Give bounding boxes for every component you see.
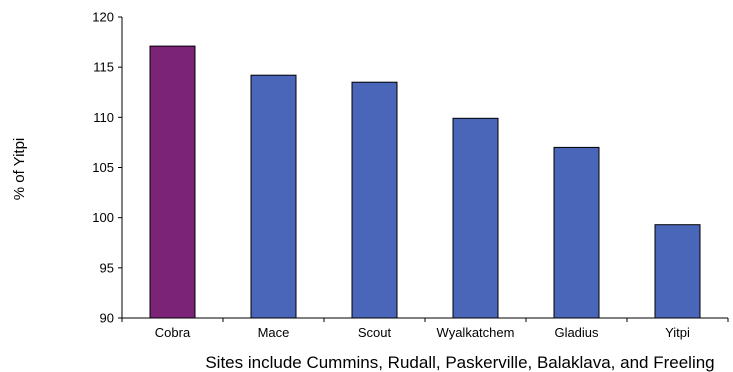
x-tick-label: Cobra xyxy=(155,325,191,340)
bar-wyalkatchem xyxy=(452,117,499,319)
x-axis-label: Sites include Cummins, Rudall, Paskervil… xyxy=(205,353,714,372)
y-tick-label: 120 xyxy=(92,10,114,25)
bar-gladius xyxy=(553,146,600,319)
y-tick-label: 105 xyxy=(92,160,114,175)
y-tick-label: 90 xyxy=(100,311,114,326)
bar-cobra xyxy=(149,45,196,319)
y-tick-label: 95 xyxy=(100,260,114,275)
x-tick-label: Yitpi xyxy=(665,325,690,340)
bar-mace xyxy=(250,74,297,319)
y-tick-label: 110 xyxy=(93,110,114,125)
y-tick-label: 100 xyxy=(92,210,114,225)
y-ticks-group: 90 95 100 105 110 115 120 xyxy=(92,10,122,326)
bars-group xyxy=(149,45,701,319)
x-tick-label: Mace xyxy=(258,325,290,340)
bar-yitpi xyxy=(654,224,701,319)
x-tick-label: Scout xyxy=(358,325,392,340)
x-tick-label: Wyalkatchem xyxy=(437,325,515,340)
axes-group xyxy=(121,17,728,319)
x-tick-label: Gladius xyxy=(554,325,599,340)
y-axis-label: % of Yitpi xyxy=(11,138,28,201)
bar-scout xyxy=(351,81,398,319)
x-ticks-group: Cobra Mace Scout Wyalkatchem Gladius Yitpi xyxy=(121,318,729,340)
y-tick-label: 115 xyxy=(93,60,114,75)
